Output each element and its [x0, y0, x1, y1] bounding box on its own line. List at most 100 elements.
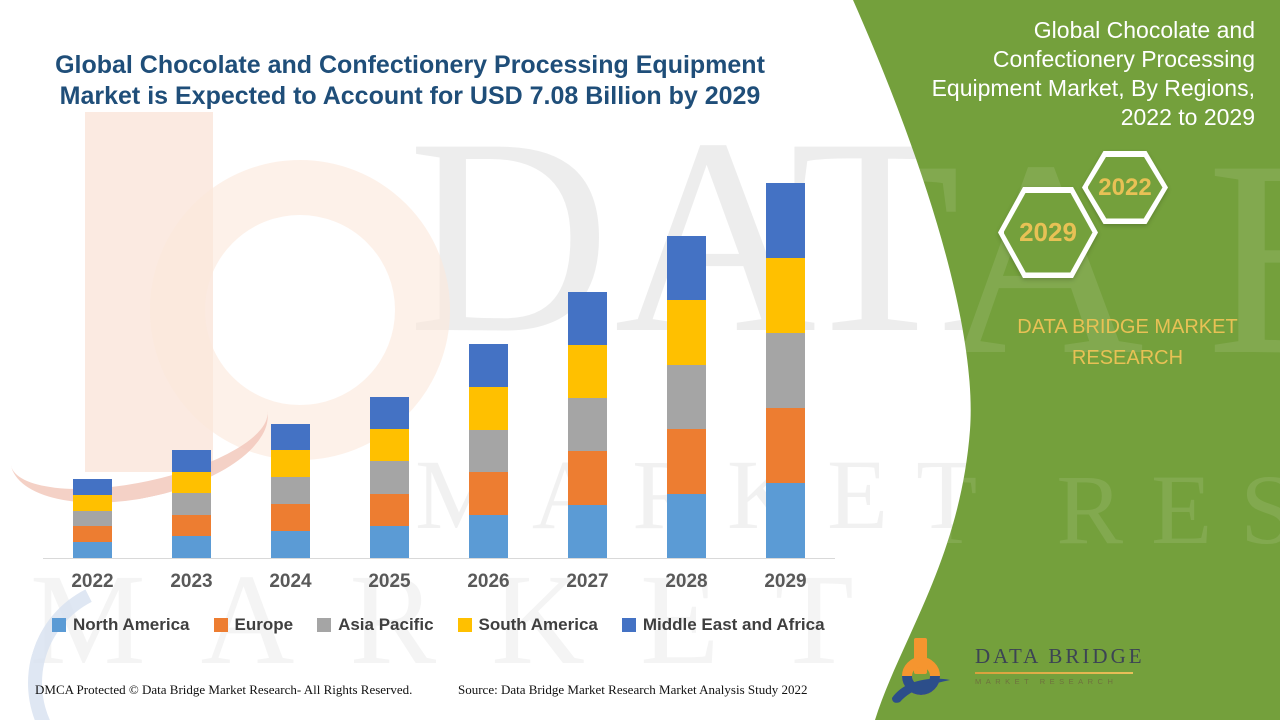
- bar-segment-north-america: [667, 493, 706, 558]
- bar-segment-europe: [370, 493, 409, 526]
- bar-segment-north-america: [469, 515, 508, 558]
- x-axis-label-2022: 2022: [71, 571, 114, 592]
- legend-label: South America: [478, 615, 598, 634]
- bar-segment-middle-east-and-africa: [73, 479, 112, 495]
- bar-segment-europe: [172, 514, 211, 537]
- bar-segment-south-america: [271, 450, 310, 478]
- bar-segment-asia-pacific: [370, 461, 409, 494]
- hexagon-badge-2029: 2029: [998, 187, 1098, 278]
- footer-copyright: DMCA Protected © Data Bridge Market Rese…: [35, 682, 413, 697]
- plot-area: [43, 170, 835, 559]
- bar-segment-north-america: [73, 542, 112, 558]
- side-panel-title: Global Chocolate and Confectionery Proce…: [931, 17, 1255, 130]
- stacked-bar-2024: [271, 423, 310, 558]
- hexagon-badge-2022-label: 2022: [1098, 173, 1152, 201]
- bar-segment-asia-pacific: [766, 333, 805, 408]
- bar-segment-middle-east-and-africa: [766, 183, 805, 258]
- x-axis-label-2028: 2028: [665, 571, 708, 592]
- stacked-bar-2022: [73, 479, 112, 558]
- hexagon-badge-2022: 2022: [1082, 151, 1168, 224]
- bar-segment-europe: [469, 472, 508, 516]
- stacked-bar-2025: [370, 397, 409, 558]
- legend-item-middle-east-and-africa: Middle East and Africa: [621, 615, 825, 635]
- bar-segment-middle-east-and-africa: [370, 397, 409, 430]
- bar-segment-north-america: [172, 536, 211, 558]
- bar-segment-asia-pacific: [469, 429, 508, 473]
- bar-segment-north-america: [568, 504, 607, 558]
- stacked-bar-2027: [568, 291, 607, 558]
- bar-column-2028: [637, 170, 736, 558]
- bar-column-2029: [736, 170, 835, 558]
- legend-swatch: [213, 618, 228, 632]
- stacked-bar-2029: [766, 183, 805, 558]
- logo-underline: [975, 672, 1133, 674]
- legend-swatch: [317, 618, 332, 632]
- x-axis-label-2029: 2029: [764, 571, 807, 592]
- x-axis-labels: 2022 2023 2024 2025 2026 2027 2028 2029: [43, 571, 835, 593]
- stacked-bar-2023: [172, 450, 211, 558]
- bar-segment-south-america: [667, 300, 706, 365]
- x-axis-label-2024: 2024: [269, 571, 312, 592]
- hexagon-badge-2029-label: 2029: [1019, 217, 1077, 247]
- logo-subtext: MARKET RESEARCH: [975, 677, 1118, 686]
- data-bridge-logo-icon: [892, 638, 950, 703]
- bar-column-2025: [340, 170, 439, 558]
- x-axis-label-2027: 2027: [566, 571, 609, 592]
- bar-segment-europe: [73, 526, 112, 543]
- stacked-bar-2026: [469, 344, 508, 558]
- bar-column-2024: [241, 170, 340, 558]
- footer-source: Source: Data Bridge Market Research Mark…: [458, 682, 808, 697]
- bar-segment-south-america: [370, 429, 409, 462]
- bar-segment-europe: [568, 451, 607, 505]
- bar-segment-asia-pacific: [271, 477, 310, 505]
- bar-segment-south-america: [568, 344, 607, 399]
- bar-segment-europe: [766, 408, 805, 483]
- bar-segment-europe: [271, 504, 310, 532]
- x-axis-label-2026: 2026: [467, 571, 510, 592]
- bar-segment-europe: [667, 429, 706, 494]
- bar-segment-middle-east-and-africa: [667, 236, 706, 301]
- logo-name-text: DATA BRIDGE: [975, 644, 1145, 668]
- x-axis-label-2025: 2025: [368, 571, 411, 592]
- bar-column-2027: [538, 170, 637, 558]
- legend-label: Asia Pacific: [338, 615, 434, 634]
- bar-segment-north-america: [766, 483, 805, 558]
- bar-segment-middle-east-and-africa: [172, 450, 211, 472]
- chart-title: Global Chocolate and Confectionery Proce…: [55, 51, 765, 111]
- legend-item-europe: Europe: [213, 615, 294, 635]
- legend-label: North America: [73, 615, 190, 634]
- hexagon-border: 2022: [1082, 151, 1168, 224]
- legend-item-asia-pacific: Asia Pacific: [317, 615, 434, 635]
- x-axis-label-2023: 2023: [170, 571, 213, 592]
- bar-segment-south-america: [469, 386, 508, 430]
- bar-column-2026: [439, 170, 538, 558]
- bar-segment-north-america: [370, 525, 409, 558]
- bar-column-2023: [142, 170, 241, 558]
- data-bridge-logo: DATA BRIDGE MARKET RESEARCH: [890, 636, 1145, 704]
- legend-swatch: [52, 618, 66, 632]
- hexagon-border: 2029: [998, 187, 1098, 278]
- brand-wordmark-text: DATA BRIDGE MARKET RESEARCH: [1017, 316, 1238, 369]
- bar-segment-north-america: [271, 531, 310, 558]
- legend: North America Europe Asia Pacific South Ame…: [52, 615, 842, 635]
- bar-segment-asia-pacific: [73, 510, 112, 527]
- stacked-bar-2028: [667, 236, 706, 558]
- legend-item-south-america: South America: [457, 615, 598, 635]
- legend-swatch: [457, 618, 472, 632]
- bar-segment-south-america: [172, 471, 211, 494]
- bar-segment-middle-east-and-africa: [271, 423, 310, 451]
- green-panel-shape: [853, 0, 1280, 720]
- bar-segment-middle-east-and-africa: [469, 344, 508, 387]
- bar-segment-asia-pacific: [568, 398, 607, 452]
- bar-segment-south-america: [73, 494, 112, 511]
- bar-segment-asia-pacific: [172, 493, 211, 515]
- bar-segment-south-america: [766, 258, 805, 333]
- legend-label: Middle East and Africa: [642, 615, 825, 634]
- legend-label: Europe: [234, 615, 294, 634]
- bar-segment-middle-east-and-africa: [568, 291, 607, 345]
- legend-item-north-america: North America: [52, 615, 190, 635]
- bar-segment-asia-pacific: [667, 364, 706, 430]
- legend-swatch: [621, 618, 636, 632]
